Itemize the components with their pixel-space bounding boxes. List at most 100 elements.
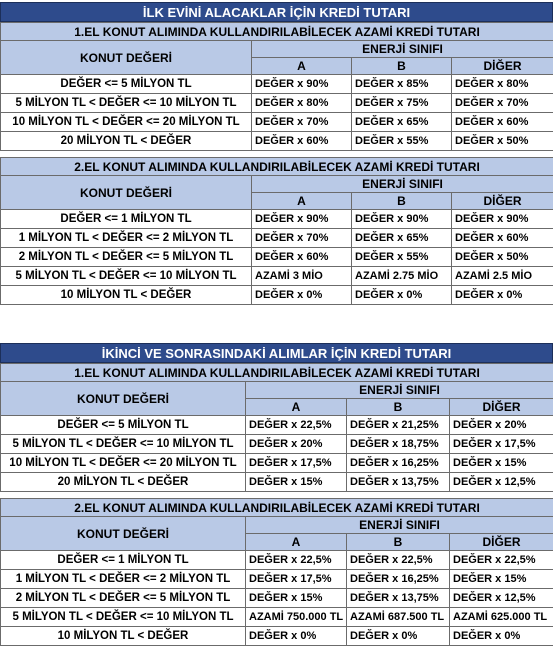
- table-row: 20 MİLYON TL < DEĞER DEĞER x 60% DEĞER x…: [0, 131, 553, 151]
- cell-a: DEĞER x 90%: [251, 209, 352, 229]
- cell-a: DEĞER x 70%: [251, 112, 352, 132]
- row-label: 5 MİLYON TL < DEĞER <= 10 MİLYON TL: [0, 607, 246, 627]
- row-label: 1 MİLYON TL < DEĞER <= 2 MİLYON TL: [0, 228, 252, 248]
- cell-other: DEĞER x 12,5%: [448, 588, 553, 608]
- row-label: DEĞER <= 5 MİLYON TL: [0, 415, 246, 435]
- cell-b: DEĞER x 13,75%: [346, 588, 450, 608]
- cell-a: DEĞER x 22,5%: [245, 550, 347, 570]
- cell-other: DEĞER x 60%: [450, 112, 553, 132]
- column-group-energy: ENERJİ SINIFI: [250, 175, 553, 193]
- row-label: 10 MİLYON TL < DEĞER: [0, 285, 252, 305]
- cell-b: DEĞER x 65%: [351, 112, 452, 132]
- table-row: 20 MİLYON TL < DEĞER DEĞER x 15% DEĞER x…: [0, 472, 553, 492]
- table-row: DEĞER <= 1 MİLYON TL DEĞER x 90% DEĞER x…: [0, 209, 553, 229]
- cell-other: DEĞER x 60%: [450, 228, 553, 248]
- table-row: 5 MİLYON TL < DEĞER <= 10 MİLYON TL DEĞE…: [0, 434, 553, 454]
- column-group-energy: ENERJİ SINIFI: [250, 40, 553, 58]
- row-label: 10 MİLYON TL < DEĞER <= 20 MİLYON TL: [0, 112, 252, 132]
- table-subtitle: 1.EL KONUT ALIMINDA KULLANDIRILABİLECEK …: [0, 363, 553, 382]
- table-subtitle: 2.EL KONUT ALIMINDA KULLANDIRILABİLECEK …: [0, 157, 553, 176]
- cell-a: AZAMİ 750.000 TL: [245, 607, 347, 627]
- cell-other: DEĞER x 50%: [450, 247, 553, 267]
- table-row: 5 MİLYON TL < DEĞER <= 10 MİLYON TL AZAM…: [0, 607, 553, 627]
- cell-a: DEĞER x 20%: [245, 434, 347, 454]
- cell-b: AZAMİ 687.500 TL: [346, 607, 450, 627]
- column-header-b: B: [351, 192, 452, 210]
- cell-a: DEĞER x 80%: [251, 93, 352, 113]
- table-row: 10 MİLYON TL < DEĞER DEĞER x 0% DEĞER x …: [0, 285, 553, 305]
- table-second-hand: 2.EL KONUT ALIMINDA KULLANDIRILABİLECEK …: [0, 157, 553, 305]
- cell-a: DEĞER x 70%: [251, 228, 352, 248]
- cell-b: DEĞER x 21,25%: [346, 415, 450, 435]
- cell-other: DEĞER x 17,5%: [448, 434, 553, 454]
- row-label: 5 MİLYON TL < DEĞER <= 10 MİLYON TL: [0, 93, 252, 113]
- column-header-other: DİĞER: [448, 533, 553, 551]
- table-row: 1 MİLYON TL < DEĞER <= 2 MİLYON TL DEĞER…: [0, 569, 553, 589]
- row-label: 10 MİLYON TL < DEĞER: [0, 626, 246, 646]
- column-header-value: KONUT DEĞERİ: [0, 516, 246, 551]
- table-row: 2 MİLYON TL < DEĞER <= 5 MİLYON TL DEĞER…: [0, 588, 553, 608]
- table-row: 5 MİLYON TL < DEĞER <= 10 MİLYON TL AZAM…: [0, 266, 553, 286]
- section-first-home: İLK EVİNİ ALACAKLAR İÇİN KREDİ TUTARI 1.…: [0, 2, 553, 305]
- cell-b: AZAMİ 2.75 MİO: [351, 266, 452, 286]
- cell-b: DEĞER x 75%: [351, 93, 452, 113]
- table-row: 10 MİLYON TL < DEĞER DEĞER x 0% DEĞER x …: [0, 626, 553, 646]
- column-header-b: B: [351, 57, 452, 75]
- cell-other: DEĞER x 80%: [450, 74, 553, 94]
- cell-other: DEĞER x 15%: [448, 569, 553, 589]
- table-row: 1 MİLYON TL < DEĞER <= 2 MİLYON TL DEĞER…: [0, 228, 553, 248]
- section-title: İKİNCİ VE SONRASINDAKİ ALIMLAR İÇİN KRED…: [0, 343, 553, 363]
- cell-a: DEĞER x 17,5%: [245, 569, 347, 589]
- table-row: DEĞER <= 5 MİLYON TL DEĞER x 90% DEĞER x…: [0, 74, 553, 94]
- cell-b: DEĞER x 85%: [351, 74, 452, 94]
- cell-a: DEĞER x 60%: [251, 247, 352, 267]
- cell-other: AZAMİ 2.5 MİO: [450, 266, 553, 286]
- table-row: 10 MİLYON TL < DEĞER <= 20 MİLYON TL DEĞ…: [0, 453, 553, 473]
- column-header-other: DİĞER: [448, 398, 553, 416]
- row-label: 20 MİLYON TL < DEĞER: [0, 131, 252, 151]
- cell-other: DEĞER x 0%: [448, 626, 553, 646]
- cell-other: DEĞER x 50%: [450, 131, 553, 151]
- column-header-value: KONUT DEĞERİ: [0, 175, 252, 210]
- column-group-energy: ENERJİ SINIFI: [244, 516, 553, 534]
- cell-a: DEĞER x 0%: [251, 285, 352, 305]
- row-label: 1 MİLYON TL < DEĞER <= 2 MİLYON TL: [0, 569, 246, 589]
- cell-b: DEĞER x 65%: [351, 228, 452, 248]
- row-label: 2 MİLYON TL < DEĞER <= 5 MİLYON TL: [0, 247, 252, 267]
- row-label: DEĞER <= 1 MİLYON TL: [0, 209, 252, 229]
- cell-b: DEĞER x 90%: [351, 209, 452, 229]
- row-label: 5 MİLYON TL < DEĞER <= 10 MİLYON TL: [0, 434, 246, 454]
- cell-b: DEĞER x 0%: [351, 285, 452, 305]
- cell-a: DEĞER x 15%: [245, 588, 347, 608]
- row-label: DEĞER <= 5 MİLYON TL: [0, 74, 252, 94]
- column-header-a: A: [245, 533, 347, 551]
- column-header-a: A: [251, 192, 352, 210]
- column-header-b: B: [346, 398, 450, 416]
- table-row: 2 MİLYON TL < DEĞER <= 5 MİLYON TL DEĞER…: [0, 247, 553, 267]
- cell-other: DEĞER x 90%: [450, 209, 553, 229]
- cell-other: DEĞER x 12,5%: [448, 472, 553, 492]
- cell-b: DEĞER x 0%: [346, 626, 450, 646]
- cell-other: DEĞER x 0%: [450, 285, 553, 305]
- cell-a: AZAMİ 3 MİO: [251, 266, 352, 286]
- row-label: DEĞER <= 1 MİLYON TL: [0, 550, 246, 570]
- cell-b: DEĞER x 18,75%: [346, 434, 450, 454]
- column-header-other: DİĞER: [450, 192, 553, 210]
- cell-b: DEĞER x 55%: [351, 131, 452, 151]
- table-subtitle: 1.EL KONUT ALIMINDA KULLANDIRILABİLECEK …: [0, 22, 553, 41]
- column-header-value: KONUT DEĞERİ: [0, 40, 252, 75]
- row-label: 10 MİLYON TL < DEĞER <= 20 MİLYON TL: [0, 453, 246, 473]
- cell-b: DEĞER x 55%: [351, 247, 452, 267]
- column-header-b: B: [346, 533, 450, 551]
- cell-other: DEĞER x 70%: [450, 93, 553, 113]
- cell-b: DEĞER x 16,25%: [346, 569, 450, 589]
- table-row: 10 MİLYON TL < DEĞER <= 20 MİLYON TL DEĞ…: [0, 112, 553, 132]
- cell-other: AZAMİ 625.000 TL: [448, 607, 553, 627]
- column-header-a: A: [245, 398, 347, 416]
- cell-b: DEĞER x 16,25%: [346, 453, 450, 473]
- table-subtitle: 2.EL KONUT ALIMINDA KULLANDIRILABİLECEK …: [0, 498, 553, 517]
- column-header-other: DİĞER: [450, 57, 553, 75]
- cell-a: DEĞER x 0%: [245, 626, 347, 646]
- table-first-hand: 1.EL KONUT ALIMINDA KULLANDIRILABİLECEK …: [0, 22, 553, 151]
- table-row: DEĞER <= 1 MİLYON TL DEĞER x 22,5% DEĞER…: [0, 550, 553, 570]
